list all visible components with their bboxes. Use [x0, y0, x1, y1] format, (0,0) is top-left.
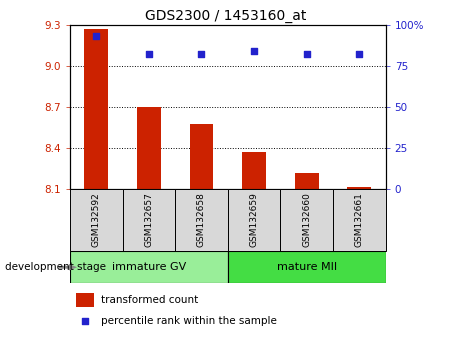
Bar: [84, 29, 108, 189]
Bar: [347, 187, 371, 189]
Bar: [76, 293, 94, 307]
Text: GSM132659: GSM132659: [249, 193, 258, 247]
Bar: [70, 251, 228, 283]
Text: percentile rank within the sample: percentile rank within the sample: [101, 316, 277, 326]
Text: immature GV: immature GV: [112, 262, 186, 272]
Point: [250, 48, 258, 54]
Point: [92, 34, 100, 39]
Bar: [137, 107, 161, 189]
Bar: [242, 152, 266, 189]
Point: [145, 52, 152, 57]
Point: [303, 52, 310, 57]
Bar: [228, 251, 386, 283]
Bar: [189, 124, 213, 189]
Text: transformed count: transformed count: [101, 295, 199, 305]
Bar: [281, 189, 333, 251]
Point: [81, 319, 88, 324]
Point: [198, 52, 205, 57]
Text: GSM132592: GSM132592: [92, 193, 101, 247]
Point: [356, 52, 363, 57]
Bar: [70, 189, 123, 251]
Bar: [333, 189, 386, 251]
Text: GSM132660: GSM132660: [302, 193, 311, 247]
Bar: [228, 189, 281, 251]
Text: GDS2300 / 1453160_at: GDS2300 / 1453160_at: [145, 9, 306, 23]
Text: development stage: development stage: [5, 262, 106, 272]
Bar: [123, 189, 175, 251]
Text: GSM132661: GSM132661: [355, 193, 364, 247]
Bar: [175, 189, 228, 251]
Bar: [295, 173, 318, 189]
Text: mature MII: mature MII: [276, 262, 337, 272]
Text: GSM132658: GSM132658: [197, 193, 206, 247]
Text: GSM132657: GSM132657: [144, 193, 153, 247]
